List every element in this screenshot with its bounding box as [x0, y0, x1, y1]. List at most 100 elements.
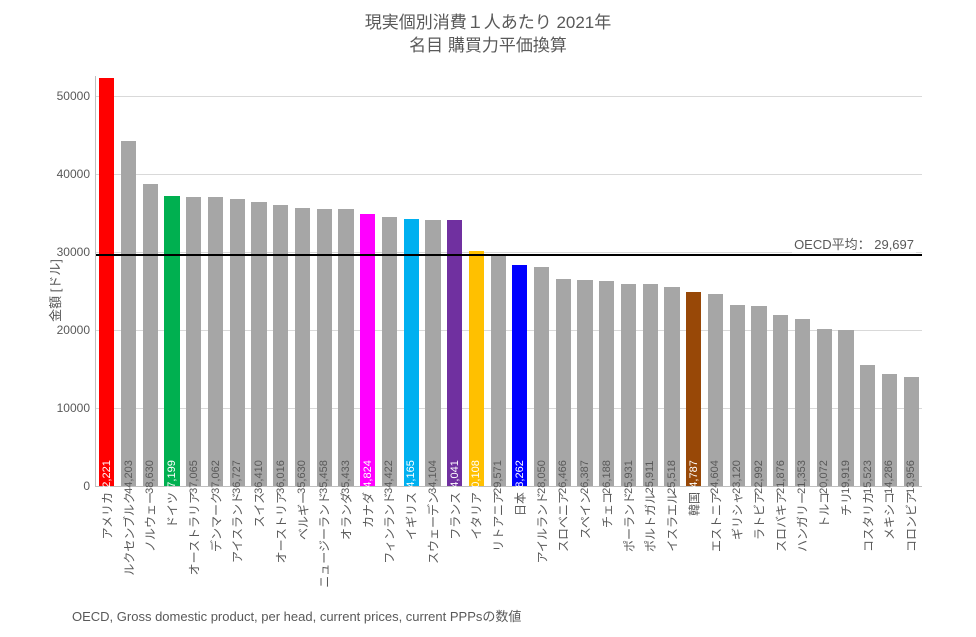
- bar-value-label: 37,065: [188, 460, 200, 494]
- x-tick-label: 日本: [511, 492, 528, 516]
- chart-title-line1: 現実個別消費１人あたり 2021年: [0, 12, 976, 35]
- y-tick-label: 10000: [57, 401, 90, 415]
- bar-value-label: 34,422: [383, 460, 395, 494]
- x-tick-label: チリ: [837, 492, 854, 516]
- bar: 25,518: [664, 287, 679, 486]
- x-tick-label: ルクセンブルク: [120, 492, 137, 576]
- x-tick-label: スウェーデン: [424, 492, 441, 564]
- x-tick-label: ギリシャ: [729, 492, 746, 540]
- x-tick-label: ニュージーランド: [316, 492, 333, 588]
- bar: 26,188: [599, 281, 614, 486]
- footnote: OECD, Gross domestic product, per head, …: [72, 606, 521, 625]
- x-tick-label: スロベニア: [555, 492, 572, 552]
- x-tick-label: エストニア: [707, 492, 724, 552]
- bar-value-label: 26,466: [557, 460, 569, 494]
- bar-value-label: 34,104: [427, 460, 439, 494]
- bar-value-label: 25,911: [644, 461, 656, 494]
- x-tick-label: スイス: [251, 492, 268, 528]
- x-tick-label: カナダ: [359, 492, 376, 528]
- bar: 22,992: [751, 306, 766, 486]
- plot-area: 01000020000300004000050000 OECD平均： 29,69…: [95, 76, 922, 487]
- bar-value-label: 23,120: [731, 460, 743, 494]
- x-tick-label: ポルトガル: [642, 492, 659, 552]
- bar-value-label: 22,992: [753, 460, 765, 494]
- x-tick-label: トルコ: [816, 492, 833, 528]
- bar-value-label: 19,919: [840, 460, 852, 494]
- bar: 52,221: [99, 78, 114, 486]
- bar: 36,410: [251, 202, 266, 486]
- bar: 21,353: [795, 319, 810, 486]
- bar-value-label: 26,188: [601, 460, 613, 494]
- bar-value-label: 36,410: [253, 460, 265, 494]
- bar-value-label: 24,787: [688, 460, 700, 494]
- bar-value-label: 35,458: [318, 460, 330, 494]
- bar-value-label: 15,523: [862, 460, 874, 494]
- bar: 26,466: [556, 279, 571, 486]
- x-tick-label: フランス: [446, 492, 463, 540]
- bar-value-label: 14,286: [883, 460, 895, 494]
- x-tick-label: ベルギー: [294, 492, 311, 540]
- bar-value-label: 36,727: [231, 460, 243, 494]
- bar-value-label: 34,041: [449, 460, 461, 494]
- x-tick-label: メキシコ: [881, 492, 898, 540]
- x-tick-label: ハンガリー: [794, 492, 811, 552]
- x-tick-label: イギリス: [403, 492, 420, 540]
- bar-value-label: 36,016: [275, 460, 287, 494]
- x-tick-label: 韓国: [685, 492, 702, 516]
- x-tick-label: アイスランド: [229, 492, 246, 563]
- bar-value-label: 37,199: [166, 460, 178, 494]
- bar: 35,433: [338, 209, 353, 486]
- x-tick-label: アメリカ: [98, 492, 115, 539]
- bar: 37,065: [186, 197, 201, 486]
- y-tick-label: 20000: [57, 323, 90, 337]
- x-tick-label: リトアニア: [490, 492, 507, 552]
- bar-value-label: 35,630: [296, 460, 308, 494]
- x-tick-label: オーストラリア: [185, 492, 202, 575]
- bars: 52,22144,20338,63037,19937,06537,06236,7…: [96, 76, 922, 486]
- bar-value-label: 25,931: [623, 460, 635, 494]
- bar: 34,041: [447, 220, 462, 486]
- bar: 35,630: [295, 208, 310, 486]
- x-tick-label: イタリア: [468, 492, 485, 540]
- bar-value-label: 28,262: [514, 460, 526, 494]
- x-tick-label: チェコ: [598, 492, 615, 528]
- bar-value-label: 26,387: [579, 460, 591, 494]
- x-tick-label: フィンランド: [381, 492, 398, 564]
- bar: 44,203: [121, 141, 136, 486]
- bar: 35,458: [317, 209, 332, 486]
- x-tick-label: スペイン: [577, 492, 594, 539]
- bar: 34,165: [404, 219, 419, 486]
- x-tick-label: デンマーク: [207, 492, 224, 552]
- x-tick-label: オランダ: [337, 492, 354, 540]
- bar-value-label: 34,165: [405, 460, 417, 494]
- y-tick-label: 40000: [57, 167, 90, 181]
- average-label: OECD平均： 29,697: [792, 234, 916, 253]
- bar: 28,262: [512, 265, 527, 486]
- y-tick-label: 50000: [57, 89, 90, 103]
- bar-value-label: 52,221: [101, 460, 113, 494]
- bar-value-label: 29,571: [492, 460, 504, 494]
- bar-value-label: 30,108: [470, 460, 482, 494]
- bar-value-label: 25,518: [666, 460, 678, 494]
- x-tick-label: イスラエル: [664, 492, 681, 552]
- bar: 24,604: [708, 294, 723, 486]
- bar: 13,956: [904, 377, 919, 486]
- y-tick-label: 30000: [57, 245, 90, 259]
- x-tick-label: アイルランド: [533, 492, 550, 563]
- bar: 25,911: [643, 284, 658, 486]
- bar: 36,727: [230, 199, 245, 486]
- bar: 23,120: [730, 305, 745, 486]
- bar: 20,072: [817, 329, 832, 486]
- x-tick-label: ノルウェー: [142, 492, 159, 552]
- y-axis-label: 金額 [ドル]: [45, 259, 64, 322]
- bar: 28,050: [534, 267, 549, 486]
- x-tick-label: スロバキア: [772, 492, 789, 552]
- bar: 34,422: [382, 217, 397, 486]
- bar: 30,108: [469, 251, 484, 486]
- chart-title: 現実個別消費１人あたり 2021年 名目 購買力平価換算: [0, 12, 976, 58]
- bar: 24,787: [686, 292, 701, 486]
- bar-value-label: 35,433: [340, 460, 352, 494]
- bar-value-label: 38,630: [144, 460, 156, 494]
- bar: 19,919: [838, 330, 853, 486]
- bar-value-label: 37,062: [210, 460, 222, 494]
